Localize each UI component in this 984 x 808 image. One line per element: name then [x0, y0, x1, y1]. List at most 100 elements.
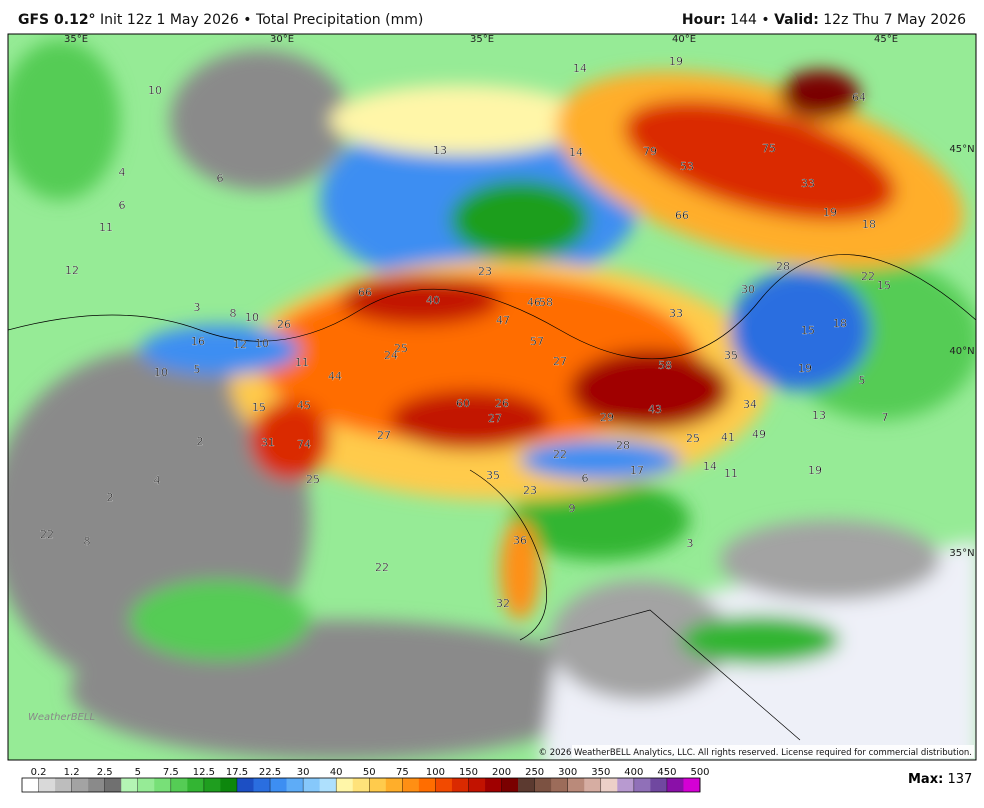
- header: GFS 0.12° Init 12z 1 May 2026 • Total Pr…: [18, 12, 966, 32]
- value-label: 64: [852, 91, 866, 104]
- colorbar-swatch: [451, 778, 469, 792]
- colorbar-swatch: [187, 778, 205, 792]
- colorbar-tick-label: 350: [591, 767, 610, 778]
- colorbar-swatch: [137, 778, 155, 792]
- map-frame: [7, 33, 977, 761]
- value-label: 35: [486, 469, 500, 482]
- colorbar-swatch: [633, 778, 651, 792]
- value-label: 9: [569, 502, 576, 515]
- value-label: 23: [478, 265, 492, 278]
- value-label: 46: [527, 296, 541, 309]
- colorbar-swatch: [402, 778, 420, 792]
- value-label: 24: [384, 349, 398, 362]
- colorbar-swatch: [154, 778, 172, 792]
- value-label: 12: [233, 338, 247, 351]
- colorbar-swatch: [650, 778, 668, 792]
- colorbar-swatch: [468, 778, 486, 792]
- grid-label: 35°N: [949, 548, 974, 559]
- max: Max: 137: [908, 772, 972, 787]
- colorbar-swatch: [286, 778, 304, 792]
- value-label: 53: [680, 160, 694, 173]
- colorbar-swatch: [617, 778, 635, 792]
- colorbar-tick-label: 50: [363, 767, 376, 778]
- value-label: 36: [513, 534, 527, 547]
- value-label: 15: [801, 324, 815, 337]
- colorbar-tick-label: 5: [135, 767, 141, 778]
- value-label: 58: [539, 296, 553, 309]
- value-label: 30: [741, 283, 755, 296]
- value-label: 23: [523, 484, 537, 497]
- max-value: 137: [947, 772, 973, 787]
- value-label: 27: [553, 355, 567, 368]
- colorbar-tick-label: 100: [426, 767, 445, 778]
- colorbar-swatch: [567, 778, 585, 792]
- colorbar-swatch: [71, 778, 89, 792]
- colorbar-tick-label: 0.2: [31, 767, 47, 778]
- value-label: 7: [882, 411, 889, 424]
- model: GFS 0.12°: [18, 12, 96, 28]
- init: Init 12z 1 May 2026: [100, 12, 239, 28]
- sep: •: [761, 12, 770, 28]
- value-label: 4: [154, 474, 161, 487]
- value-label: 66: [675, 209, 689, 222]
- value-label: 47: [496, 314, 510, 327]
- colorbar-swatch: [303, 778, 320, 792]
- max-label: Max:: [908, 772, 944, 787]
- value-label: 79: [643, 145, 657, 158]
- value-label: 4: [119, 166, 126, 179]
- value-label: 27: [488, 412, 502, 425]
- colorbar-tick-label: 17.5: [226, 767, 248, 778]
- colorbar-swatch: [435, 778, 453, 792]
- value-label: 58: [658, 359, 672, 372]
- sep: •: [243, 12, 252, 28]
- grid-label: 45°E: [874, 34, 898, 45]
- value-label: 19: [808, 464, 822, 477]
- colorbar-tick-label: 30: [297, 767, 310, 778]
- colorbar-swatch: [22, 778, 39, 792]
- value-label: 27: [377, 429, 391, 442]
- colorbar-swatch: [38, 778, 56, 792]
- colorbar-swatch: [551, 778, 569, 792]
- value-label: 10: [255, 337, 269, 350]
- value-label: 17: [630, 464, 644, 477]
- value-label: 16: [191, 335, 205, 348]
- colorbar-swatch: [203, 778, 221, 792]
- grid-label: 35°E: [470, 34, 494, 45]
- grid-label: 30°E: [270, 34, 294, 45]
- grid-label: 35°E: [64, 34, 88, 45]
- colorbar-swatch: [104, 778, 122, 792]
- colorbar-swatch: [121, 778, 139, 792]
- value-label: 11: [724, 467, 738, 480]
- value-label: 25: [686, 432, 700, 445]
- colorbar-swatch: [220, 778, 238, 792]
- value-label: 11: [99, 221, 113, 234]
- value-label: 66: [358, 286, 372, 299]
- value-label: 3: [687, 537, 694, 550]
- value-label: 6: [119, 199, 126, 212]
- value-label: 22: [861, 270, 875, 283]
- grid-label: 40°N: [949, 346, 974, 357]
- title-left: GFS 0.12° Init 12z 1 May 2026 • Total Pr…: [18, 12, 423, 28]
- value-label: 29: [600, 411, 614, 424]
- value-label: 14: [703, 460, 717, 473]
- colorbar-tick-label: 300: [558, 767, 577, 778]
- colorbar-tick-label: 75: [396, 767, 409, 778]
- value-label: 40: [426, 294, 440, 307]
- value-label: 14: [569, 146, 583, 159]
- value-label: 22: [40, 528, 54, 541]
- value-label: 44: [328, 370, 342, 383]
- value-label: 22: [375, 561, 389, 574]
- copyright-bg: [572, 745, 974, 758]
- value-label: 75: [762, 142, 776, 155]
- value-label: 10: [148, 84, 162, 97]
- value-label: 60: [456, 397, 470, 410]
- colorbar-tick-label: 7.5: [163, 767, 179, 778]
- value-label: 22: [553, 448, 567, 461]
- value-label: 25: [306, 473, 320, 486]
- value-label: 18: [833, 317, 847, 330]
- value-label: 19: [669, 55, 683, 68]
- colorbar-swatch: [319, 778, 337, 792]
- value-label: 8: [84, 535, 91, 548]
- valid: 12z Thu 7 May 2026: [823, 12, 966, 28]
